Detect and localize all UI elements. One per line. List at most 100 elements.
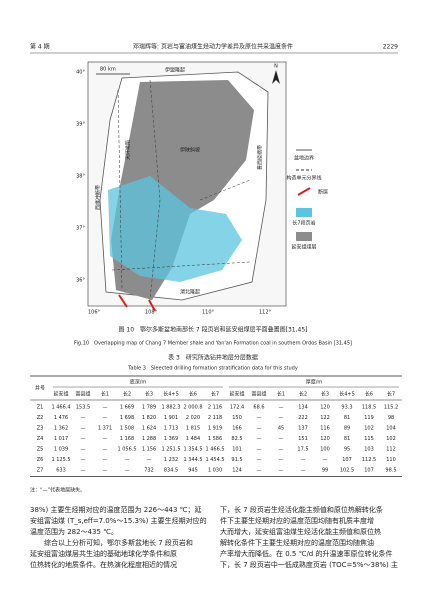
table-cell: 120	[320, 405, 330, 411]
table-cell: 17.5	[297, 447, 308, 453]
body-line: 安组富油煤 (T_s,eff=7.0%～15.3%) 主要生烃期对应的	[30, 516, 207, 525]
table-cell: 119	[364, 415, 374, 421]
group-header: 厚度/m	[306, 379, 323, 386]
table-cell: 91.5	[231, 457, 242, 463]
column-header: 长7	[211, 391, 219, 398]
table-cell: 2 020	[186, 415, 200, 421]
table-cell: 222	[298, 415, 308, 421]
running-title: 邓瑞辉等: 页岩与富油煤生烃动力学差异及原位共采温度条件	[133, 43, 293, 51]
latitude-labels: 40° 39° 38° 37° 36°	[76, 70, 85, 284]
longitude-label: 106°	[88, 310, 101, 316]
table-cell: 1 484	[186, 436, 200, 442]
table-cell: 1 056.5	[117, 447, 136, 453]
legend-swatch	[297, 187, 311, 196]
table-cell: 153.5	[76, 405, 90, 411]
table-cell: —	[279, 436, 284, 442]
column-header: 长1	[277, 391, 285, 398]
table-cell: —	[257, 415, 262, 421]
table-cell: —	[81, 457, 86, 463]
table-cell: 1 371	[98, 426, 112, 432]
table-cell: 120	[320, 436, 330, 442]
table-cell: —	[81, 415, 86, 421]
well-id: Z3	[37, 426, 44, 432]
table-cell: 104	[386, 426, 396, 432]
body-line: 温度范围为 282～435 ℃。	[30, 527, 118, 536]
table-cell: —	[279, 447, 284, 453]
column-header: 延安组	[53, 391, 68, 398]
body-line: 解转化条件下主要生烃期对应的温度范围均随焦油	[220, 538, 374, 547]
column-header: 长3	[321, 391, 329, 398]
table-cell: 1 039	[54, 447, 68, 453]
table-cell: 1 820	[142, 415, 156, 421]
table-cell: —	[147, 457, 152, 463]
table-cell: —	[103, 405, 108, 411]
body-line: 38%) 主要生烃期对应的温度范围为 226～443 ℃；延	[30, 505, 202, 514]
latitude-label: 36°	[76, 278, 85, 284]
figure-caption-en: Fig.10 Overlapping map of Chang 7 Member…	[74, 341, 352, 347]
table-cell: 102.5	[340, 468, 354, 474]
table-cell: 150	[232, 415, 242, 421]
column-header: 长3	[145, 391, 153, 398]
table-cell: 93.3	[341, 405, 352, 411]
latitude-label: 38°	[76, 174, 85, 180]
table-cell: 1 476	[54, 415, 68, 421]
table-cell: 1 251.5	[161, 447, 180, 453]
unit-label: 渭北隆起	[180, 289, 200, 296]
table-cell: —	[301, 457, 306, 463]
column-header: 富县组	[251, 391, 266, 398]
table-cell: —	[103, 415, 108, 421]
longitude-label: 110°	[202, 310, 215, 316]
table-cell: —	[279, 468, 284, 474]
table-cell: 2 116	[208, 405, 222, 411]
column-header: 长6	[365, 391, 373, 398]
table-cell: 82.5	[231, 436, 242, 442]
column-header: 长2	[123, 391, 131, 398]
body-line: 延安组富油煤层共生油的基础地球化学条件和原	[30, 549, 177, 558]
table-cell: 1 354.5	[183, 447, 202, 453]
latitude-label: 39°	[76, 122, 85, 128]
table-cell: 124	[232, 468, 242, 474]
column-header: 长6	[189, 391, 197, 398]
table-cell: 122	[320, 415, 330, 421]
longitude-label: 108°	[145, 310, 158, 316]
table-cell: 1 168	[120, 436, 134, 442]
table-cell: 101	[232, 447, 242, 453]
page-number: 2229	[383, 44, 398, 51]
table-cell: 1 624	[142, 426, 156, 432]
table-cell: 1 901	[164, 415, 178, 421]
table-cell: 1 882.3	[161, 405, 180, 411]
table-cell: 1 232	[164, 457, 178, 463]
well-id: Z5	[37, 447, 44, 453]
body-line: 件下主要生烃期对应的温度范围均随有机质丰度增	[220, 516, 374, 525]
table-cell: 1 125.5	[51, 457, 70, 463]
legend-swatch	[296, 208, 312, 217]
table-cell: —	[279, 405, 284, 411]
table-cell: 98.5	[385, 468, 396, 474]
body-line: 下，长 7 段页岩生烃活化能主频值和原位热解转化条	[220, 505, 383, 514]
body-line: 位热转化的地质条件。在热演化程度相近的情况	[30, 560, 177, 569]
scale-label: 80 km	[100, 67, 116, 73]
table-cell: —	[279, 415, 284, 421]
table-cell: —	[81, 426, 86, 432]
issue: 第 4 期	[30, 43, 50, 51]
table-cell: 732	[144, 468, 154, 474]
column-header: 长4+5	[163, 391, 179, 398]
table-cell: 1 466.5	[205, 447, 224, 453]
table-cell: —	[257, 426, 262, 432]
table-cell: —	[279, 457, 284, 463]
unit-label: 伊盟隆起	[165, 67, 185, 74]
map: 80 km N 伊盟隆起 西缘冲断带 天环坳陷 伊陕斜坡 晋西挠褶带 渭北隆起 …	[76, 61, 328, 316]
latitude-label: 37°	[76, 226, 85, 232]
table-title-cn: 表 3 研究所选钻井地层分层数据	[168, 354, 258, 362]
unit-boundaries	[111, 79, 251, 301]
table-cell: 98	[388, 415, 394, 421]
column-header: 富县组	[75, 391, 90, 398]
table-cell: 68.6	[253, 405, 264, 411]
table-cell: 112	[386, 447, 396, 453]
table-cell: —	[81, 447, 86, 453]
table-cell: 1 344.5	[183, 457, 202, 463]
table-cell: 1 508	[120, 426, 134, 432]
table-cell: —	[81, 436, 86, 442]
table-cell: 945	[188, 468, 198, 474]
